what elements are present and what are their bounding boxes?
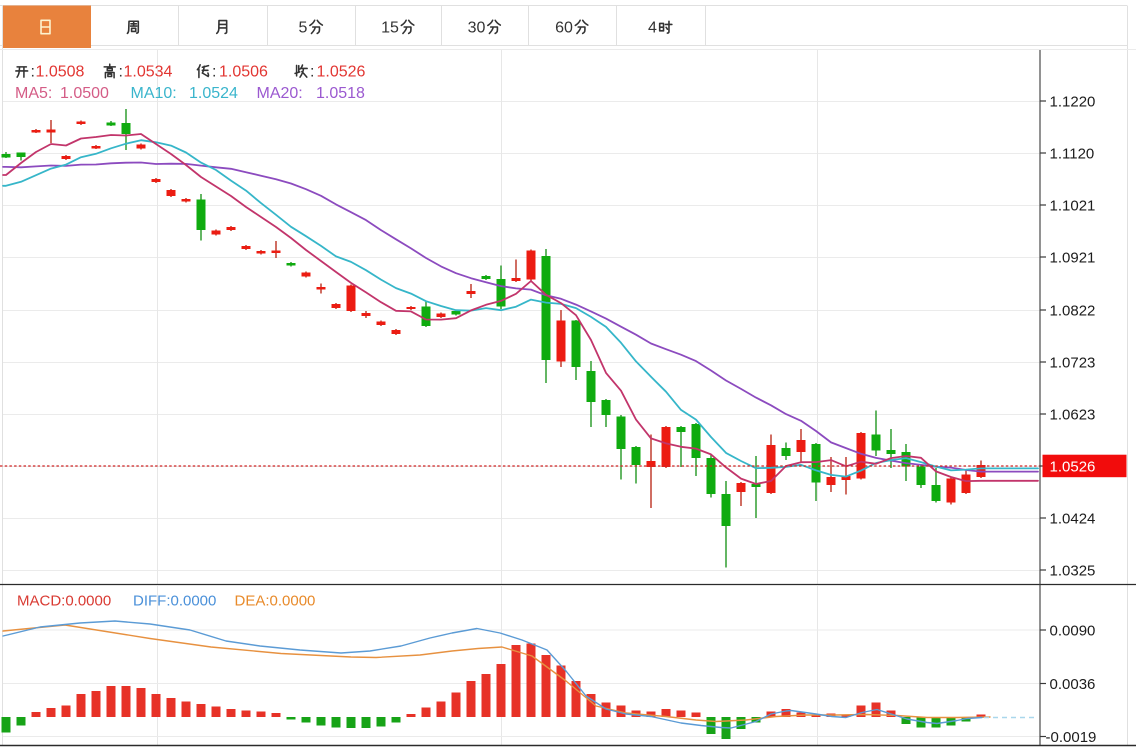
svg-text:1.0518: 1.0518: [316, 85, 365, 102]
svg-text:MACD:0.0000: MACD:0.0000: [17, 593, 111, 610]
svg-text:1.0524: 1.0524: [189, 85, 238, 102]
svg-text:4: 4: [648, 20, 657, 37]
svg-text:0.0090: 0.0090: [1050, 623, 1096, 640]
svg-text:1.0534: 1.0534: [124, 64, 173, 81]
svg-text:1.0623: 1.0623: [1050, 407, 1096, 424]
svg-text:MA10:: MA10:: [131, 85, 177, 102]
svg-text:0.0036: 0.0036: [1050, 676, 1096, 693]
svg-text:1.0822: 1.0822: [1050, 303, 1096, 320]
svg-text:1.0506: 1.0506: [219, 64, 268, 81]
svg-text:1.1220: 1.1220: [1050, 94, 1096, 111]
svg-text::: :: [310, 64, 314, 81]
svg-text:5: 5: [299, 20, 308, 37]
svg-text:1.0424: 1.0424: [1050, 511, 1096, 528]
svg-text:1.0325: 1.0325: [1050, 563, 1096, 580]
svg-text:DEA:0.0000: DEA:0.0000: [235, 593, 316, 610]
svg-text:1.1120: 1.1120: [1050, 146, 1095, 163]
svg-text:1.0526: 1.0526: [317, 64, 366, 81]
svg-text:1.0723: 1.0723: [1050, 355, 1096, 372]
svg-text::: :: [212, 64, 216, 81]
svg-text:60: 60: [555, 20, 573, 37]
svg-text:1.0508: 1.0508: [36, 64, 85, 81]
svg-text::: :: [119, 64, 123, 81]
svg-text:15: 15: [381, 20, 399, 37]
svg-text:MA5:: MA5:: [15, 85, 52, 102]
svg-text:30: 30: [468, 20, 486, 37]
svg-text:1.0526: 1.0526: [1050, 459, 1096, 476]
svg-text:1.1021: 1.1021: [1050, 198, 1096, 215]
svg-text:1.0500: 1.0500: [60, 85, 109, 102]
svg-text:DIFF:0.0000: DIFF:0.0000: [133, 593, 216, 610]
svg-text:MA20:: MA20:: [257, 85, 303, 102]
svg-text:1.0921: 1.0921: [1050, 250, 1096, 267]
svg-text:-0.0019: -0.0019: [1046, 729, 1097, 746]
svg-text::: :: [31, 64, 35, 81]
